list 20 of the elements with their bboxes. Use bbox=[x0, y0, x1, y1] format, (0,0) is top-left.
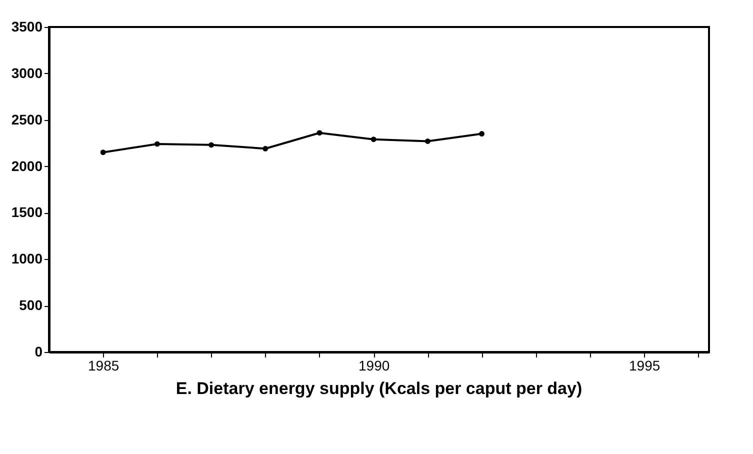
point bbox=[208, 142, 214, 148]
y-tick-label: 500 bbox=[19, 297, 43, 314]
x-tick-label: 1985 bbox=[88, 358, 120, 374]
point bbox=[424, 138, 430, 144]
y-tick-label: 2000 bbox=[11, 158, 43, 174]
point bbox=[262, 146, 268, 152]
y-tick-label: 1500 bbox=[11, 204, 43, 220]
point bbox=[370, 136, 376, 142]
point bbox=[316, 130, 322, 136]
y-tick-label: 3000 bbox=[11, 64, 43, 81]
point bbox=[100, 150, 106, 156]
text: E. Dietary energy supply (Kcals per caput per day) bbox=[176, 379, 582, 398]
y-tick-label: 1000 bbox=[11, 250, 43, 267]
y-tick-label: 2500 bbox=[11, 111, 43, 128]
x-tick-label: 1995 bbox=[629, 358, 660, 374]
point bbox=[154, 141, 160, 147]
x-tick-label: 1990 bbox=[358, 358, 390, 374]
point bbox=[479, 131, 485, 137]
y-tick-label: 0 bbox=[34, 344, 43, 360]
y-tick-label: 3500 bbox=[11, 18, 43, 34]
